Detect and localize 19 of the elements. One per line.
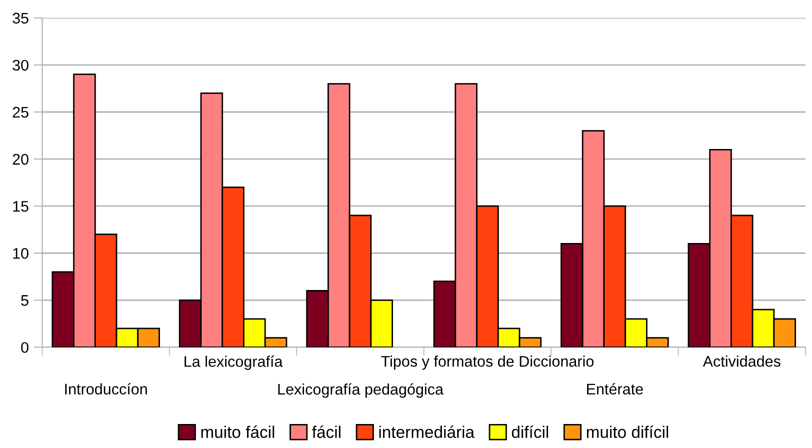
x-tick-label: Introduccíon [65, 383, 147, 395]
y-tick-label: 20 [12, 154, 28, 165]
legend-label: difícil [512, 426, 548, 438]
legend-label: muito fácil [201, 426, 274, 438]
legend-label: intermediária [379, 426, 475, 438]
x-tick-label: Tipos y formatos de Diccionario [381, 356, 594, 370]
x-tick-label: La lexicografía [184, 356, 283, 370]
y-tick-label: 30 [12, 60, 28, 71]
legend-label: fácil [312, 426, 340, 438]
x-tick-label: Entérate [587, 383, 643, 395]
y-tick-label: 25 [12, 106, 28, 118]
y-tick-label: 5 [21, 295, 28, 306]
x-tick-label: Lexicografía pedagógica [278, 383, 444, 398]
y-tick-label: 10 [13, 248, 28, 259]
legend-label: muito difícil [586, 426, 668, 438]
x-tick-label: Actividades [702, 356, 780, 367]
y-tick-label: 0 [21, 342, 28, 353]
y-tick-label: 35 [12, 12, 28, 24]
y-tick-label: 15 [13, 201, 28, 212]
